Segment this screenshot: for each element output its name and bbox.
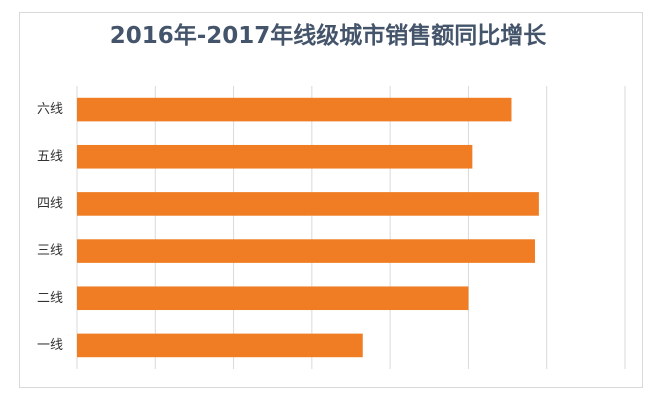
bar-2 [77, 286, 469, 311]
chart-title: 2016年-2017年线级城市销售额同比增长 [109, 23, 547, 49]
bar-5 [77, 144, 473, 169]
gridlines [76, 86, 626, 369]
category-label-2: 二线 [37, 291, 63, 306]
category-label-4: 四线 [37, 196, 63, 211]
category-label-6: 六线 [37, 102, 63, 117]
category-label-3: 三线 [37, 244, 63, 259]
bar-6 [77, 97, 512, 122]
bar-1 [77, 333, 363, 358]
category-label-5: 五线 [37, 149, 63, 164]
category-label-1: 一线 [37, 338, 63, 353]
bars [77, 97, 539, 358]
bar-4 [77, 192, 539, 216]
category-labels: 一线 二线 三线 四线 五线 六线 [37, 102, 63, 353]
bar-3 [77, 239, 535, 263]
